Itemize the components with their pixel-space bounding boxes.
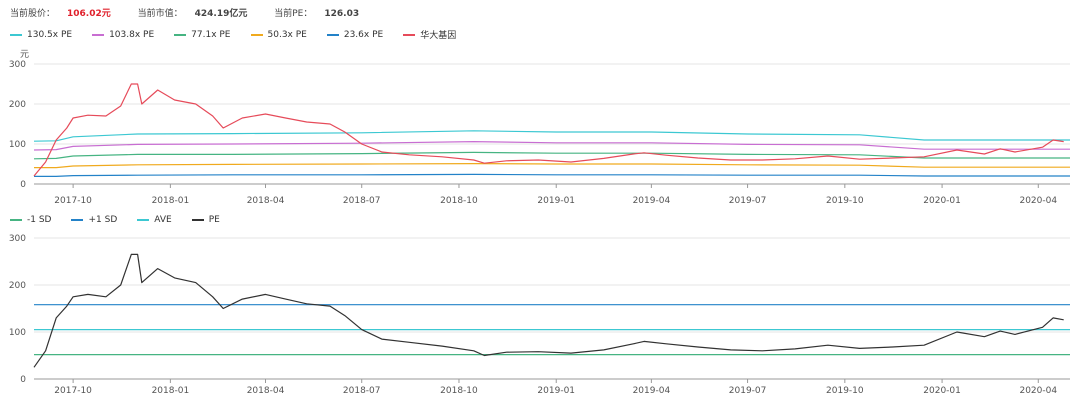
- legend-swatch: [326, 33, 339, 36]
- legend-label: +1 SD: [88, 215, 118, 225]
- legend-swatch: [10, 219, 22, 221]
- legend-label: 130.5x PE: [27, 29, 73, 40]
- x-tick-label: 2018-01: [152, 196, 190, 206]
- series-line[interactable]: [34, 163, 1070, 169]
- legend-item[interactable]: 130.5x PE: [10, 30, 72, 40]
- x-tick-label: 2018-10: [440, 196, 478, 206]
- bottom-chart-legend: -1 SD +1 SD AVE PE: [10, 215, 240, 225]
- legend-label: AVE: [154, 215, 172, 225]
- x-tick-label: 2020-01: [923, 196, 961, 206]
- legend-item[interactable]: 50.3x PE: [250, 29, 307, 40]
- market-cap-label: 当前市值：: [137, 9, 183, 19]
- pe-value: 126.03: [324, 9, 360, 19]
- pe-summary: 当前PE： 126.03: [274, 9, 371, 19]
- series-line[interactable]: [33, 151, 1070, 160]
- market-cap-value: 424.19亿元: [194, 9, 248, 19]
- legend-swatch: [250, 33, 263, 36]
- x-tick-label: 2019-04: [633, 196, 671, 206]
- price-summary: 当前股价： 106.02元: [10, 9, 123, 19]
- legend-swatch: [71, 219, 84, 221]
- summary-bar: 当前股价： 106.02元 当前市值： 424.19亿元 当前PE： 126.03: [10, 6, 383, 19]
- x-tick-label: 2019-01: [537, 196, 575, 206]
- legend-label: PE: [208, 215, 220, 225]
- legend-label: 103.8x PE: [109, 29, 155, 40]
- legend-label: 23.6x PE: [343, 29, 384, 40]
- legend-item[interactable]: PE: [191, 215, 220, 225]
- legend-label: 50.3x PE: [267, 29, 307, 40]
- legend-swatch: [10, 33, 22, 36]
- legend-item[interactable]: 103.8x PE: [92, 30, 154, 40]
- x-tick-label: 2019-10: [826, 196, 864, 206]
- price-label: 当前股价：: [10, 9, 56, 19]
- x-tick-label: 2019-07: [729, 196, 767, 206]
- legend-swatch: [92, 33, 105, 36]
- legend-item[interactable]: 23.6x PE: [326, 29, 384, 40]
- legend-swatch: [174, 33, 187, 36]
- legend-swatch: [403, 33, 416, 36]
- pe-label: 当前PE：: [274, 9, 313, 19]
- legend-item[interactable]: +1 SD: [71, 215, 117, 225]
- y-tick-label: 0: [20, 180, 26, 190]
- series-line[interactable]: [34, 173, 1070, 177]
- series-line[interactable]: [33, 141, 1070, 151]
- series-line[interactable]: [33, 83, 1064, 177]
- price-value: 106.02元: [67, 9, 111, 19]
- top-chart-legend: 130.5x PE 103.8x PE 77.1x PE 50.3x PE 23.6x …: [10, 28, 476, 41]
- top-chart-unit-label: 元: [20, 50, 30, 60]
- legend-item[interactable]: 华大基因: [403, 28, 456, 41]
- y-tick-label: 200: [9, 100, 26, 110]
- market-cap-summary: 当前市值： 424.19亿元: [138, 9, 260, 19]
- legend-swatch: [191, 219, 204, 221]
- legend-item[interactable]: AVE: [137, 215, 172, 225]
- y-tick-label: 100: [9, 140, 26, 150]
- x-tick-label: 2018-07: [343, 196, 381, 206]
- legend-item[interactable]: 77.1x PE: [174, 29, 231, 40]
- legend-label: -1 SD: [27, 215, 52, 225]
- x-tick-label: 2020-04: [1019, 196, 1057, 206]
- y-tick-label: 300: [9, 60, 26, 70]
- legend-swatch: [137, 219, 150, 221]
- x-tick-label: 2018-04: [247, 196, 285, 206]
- x-tick-label: 2017-10: [54, 196, 92, 206]
- legend-item[interactable]: -1 SD: [10, 215, 51, 225]
- legend-label: 77.1x PE: [191, 29, 231, 40]
- legend-label: 华大基因: [420, 31, 457, 41]
- series-line[interactable]: [33, 130, 1070, 142]
